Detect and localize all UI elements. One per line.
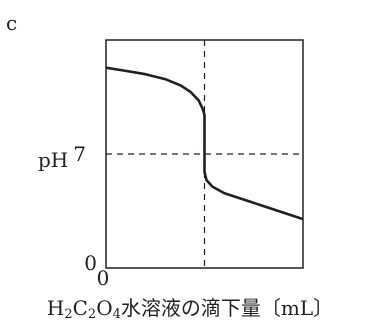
x-label-rest: 水溶液の滴下量〔mL〕	[121, 296, 333, 320]
x-label-h: H	[47, 296, 64, 320]
x-tick-label-0: 0	[97, 266, 110, 290]
x-label-o: O	[96, 296, 112, 320]
x-label-sub-2a: 2	[64, 307, 72, 322]
y-axis-label: pH	[38, 148, 68, 172]
x-label-sub-4: 4	[113, 307, 121, 322]
x-axis-label: H2C2O4水溶液の滴下量〔mL〕	[47, 296, 333, 322]
panel-label: c	[6, 11, 17, 35]
titration-curve	[105, 66, 304, 221]
x-label-c: C	[73, 296, 88, 320]
x-label-sub-2b: 2	[88, 307, 96, 322]
y-tick-label-0: 0	[84, 251, 97, 275]
y-tick-label-7: 7	[73, 142, 86, 166]
